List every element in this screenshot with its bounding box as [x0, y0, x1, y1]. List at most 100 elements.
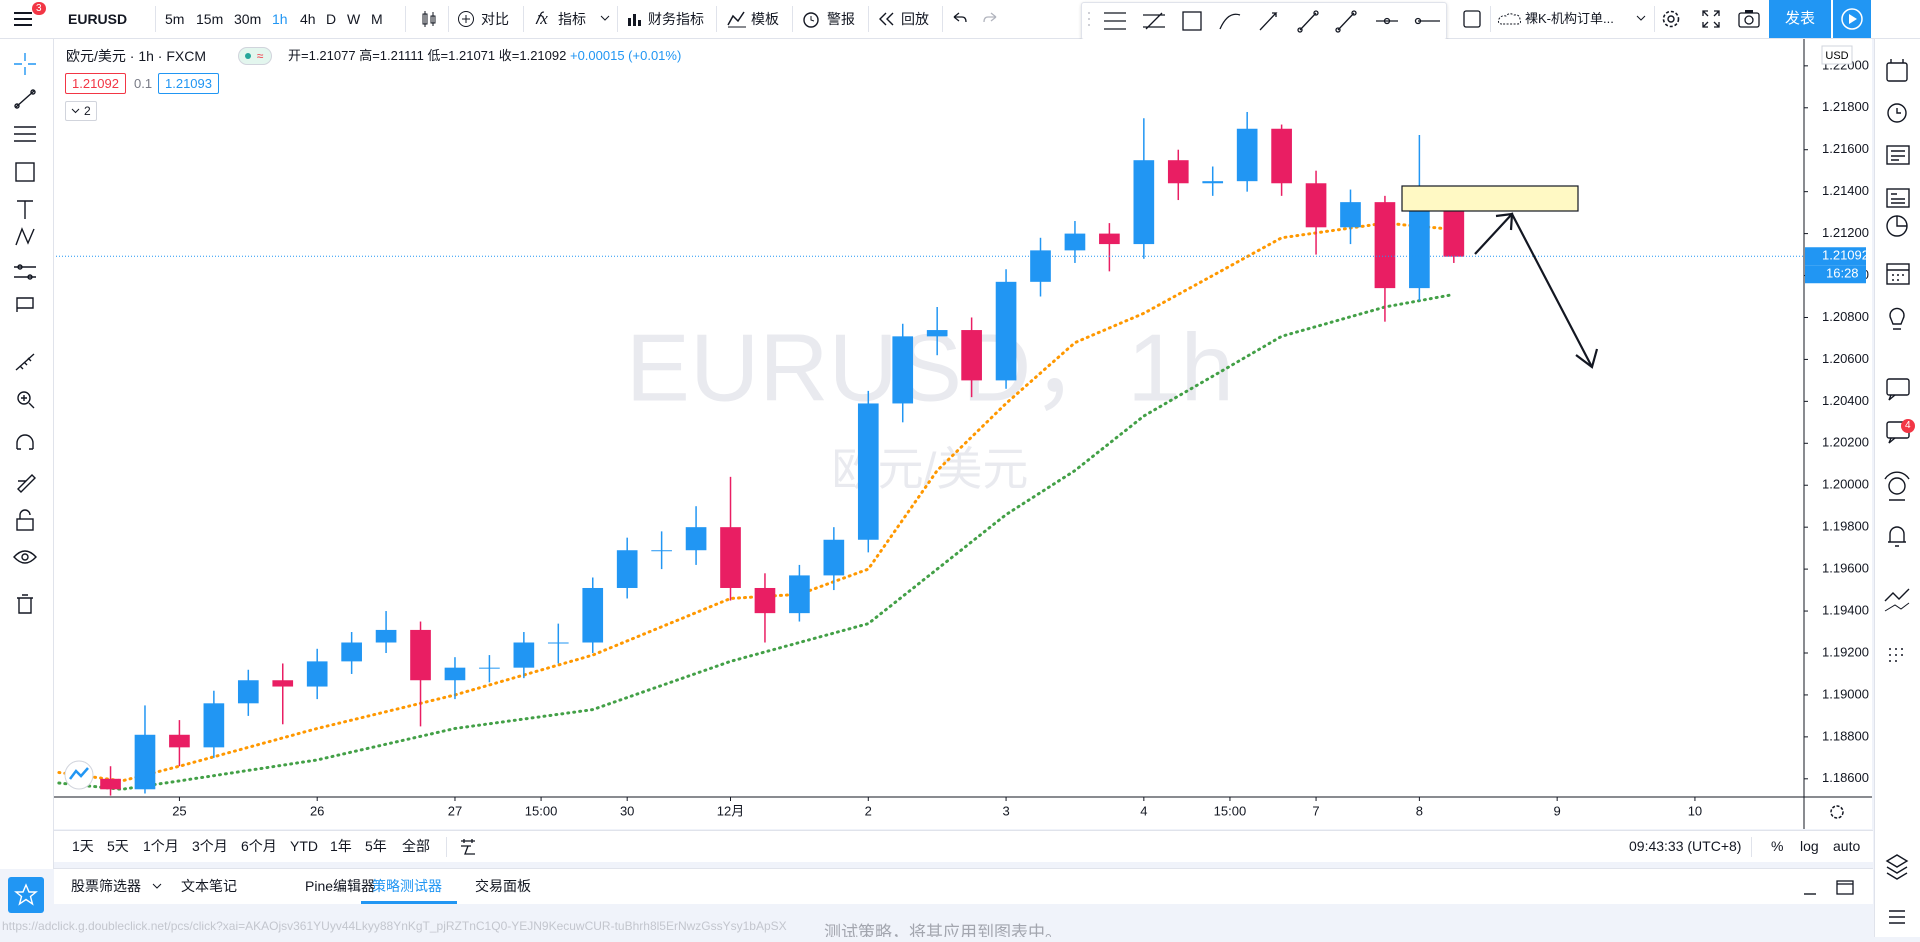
- range[interactable]: 6个月: [241, 838, 277, 854]
- range[interactable]: 全部: [402, 838, 430, 854]
- publish-button[interactable]: 发表: [1769, 0, 1831, 38]
- tab-underline: [361, 901, 457, 904]
- candle-body: [961, 330, 982, 381]
- left-tools[interactable]: [0, 39, 53, 869]
- alert-button[interactable]: 警报: [827, 11, 855, 27]
- candle-body: [100, 778, 121, 790]
- candle-body: [857, 403, 879, 540]
- interval[interactable]: 5m: [165, 11, 185, 27]
- ohlc-line: 开=1.21077 高=1.21111 低=1.21071 收=1.21092 …: [288, 47, 681, 65]
- log-toggle[interactable]: log: [1800, 838, 1819, 854]
- x-tick-label: 15:00: [525, 803, 558, 818]
- interval[interactable]: D: [326, 11, 337, 27]
- indicators-button[interactable]: 指标: [558, 11, 586, 27]
- separator: [446, 837, 447, 857]
- market-status[interactable]: ≈: [238, 47, 272, 65]
- separator: [617, 6, 618, 32]
- candle-body: [1064, 233, 1086, 251]
- interval[interactable]: 4h: [300, 11, 316, 27]
- collapse-indicators[interactable]: 2: [65, 101, 97, 121]
- status-dot: ≈: [245, 49, 264, 63]
- candle-body: [995, 281, 1017, 381]
- tab[interactable]: 文本笔记: [181, 878, 237, 894]
- separator: [716, 6, 717, 32]
- right-tools[interactable]: [1875, 39, 1920, 937]
- drawing-arrowhead[interactable]: [1495, 212, 1599, 369]
- panel-controls[interactable]: [1801, 879, 1861, 897]
- range[interactable]: 1年: [330, 838, 352, 854]
- left-toolbar: [0, 39, 54, 869]
- symbol[interactable]: EURUSD: [68, 11, 128, 27]
- fullscreen-icon[interactable]: [1701, 9, 1721, 29]
- financials-button[interactable]: 财务指标: [648, 11, 704, 27]
- compare-icon[interactable]: [457, 10, 475, 28]
- settings-icon[interactable]: [1661, 9, 1681, 29]
- range[interactable]: 1个月: [143, 838, 179, 854]
- financials-icon[interactable]: [626, 10, 644, 28]
- interval[interactable]: 30m: [234, 11, 262, 27]
- range[interactable]: YTD: [290, 838, 318, 854]
- snapshot-icon[interactable]: [1738, 9, 1760, 29]
- candle-body: [272, 680, 294, 687]
- separator: [155, 6, 156, 32]
- alert-icon[interactable]: [801, 9, 821, 29]
- interval[interactable]: 15m: [196, 11, 224, 27]
- candle-body: [169, 734, 190, 748]
- play-button[interactable]: [1833, 0, 1871, 38]
- candle-body: [616, 550, 638, 588]
- tab[interactable]: 交易面板: [475, 878, 531, 894]
- candle-body: [1202, 181, 1224, 184]
- y-tick-label: 1.21600: [1822, 141, 1869, 156]
- x-tick-label: 10: [1688, 803, 1702, 818]
- range[interactable]: 5天: [107, 838, 129, 854]
- cloud-icon[interactable]: [1497, 12, 1523, 26]
- compare-button[interactable]: 对比: [481, 11, 509, 27]
- tab-active[interactable]: 策略测试器: [372, 878, 442, 894]
- x-tick-label: 9: [1554, 803, 1561, 818]
- candle-body: [306, 661, 328, 687]
- interval[interactable]: W: [347, 11, 361, 27]
- rect-icon[interactable]: [1463, 10, 1481, 28]
- fx-icon[interactable]: 𝑓x: [535, 9, 548, 28]
- interval-active[interactable]: 1h: [272, 11, 288, 27]
- chart-style-icon[interactable]: [419, 9, 439, 29]
- menu-icon[interactable]: [14, 10, 36, 28]
- status-url: https://adclick.g.doubleclick.net/pcs/cl…: [2, 919, 787, 933]
- chevron[interactable]: [600, 15, 610, 23]
- separator: [792, 6, 793, 32]
- chevron: [71, 108, 80, 114]
- candle-body: [1236, 128, 1258, 182]
- y-tick-label: 1.21200: [1822, 225, 1869, 240]
- percent-toggle[interactable]: %: [1771, 838, 1784, 854]
- tab[interactable]: 股票筛选器: [71, 878, 141, 894]
- chevron[interactable]: [1636, 15, 1646, 23]
- ask-box[interactable]: 1.21093: [158, 73, 219, 94]
- bid-box[interactable]: 1.21092: [65, 73, 126, 94]
- auto-toggle[interactable]: auto: [1833, 838, 1861, 854]
- range[interactable]: 1天: [72, 838, 94, 854]
- candle-body: [1271, 128, 1292, 184]
- star-icon: [14, 883, 38, 906]
- candle-body: [1374, 202, 1396, 289]
- tab[interactable]: Pine编辑器: [305, 878, 376, 894]
- chevron[interactable]: [152, 883, 162, 891]
- candle-body: [1099, 233, 1120, 245]
- drawing-tools[interactable]: [1082, 3, 1446, 39]
- undo-redo[interactable]: [951, 12, 1001, 26]
- watchlist-star[interactable]: [8, 877, 44, 913]
- range[interactable]: 5年: [365, 838, 387, 854]
- range[interactable]: 3个月: [192, 838, 228, 854]
- goto-date-icon[interactable]: [459, 838, 479, 856]
- x-tick-label: 26: [310, 803, 324, 818]
- ohlc-close: 收=1.21092: [498, 48, 567, 63]
- template-icon[interactable]: [727, 10, 747, 28]
- moving-average: [57, 292, 1456, 791]
- templates-button[interactable]: 模板: [751, 11, 779, 27]
- status-message: 测试策略，将其应用到图表中。: [824, 918, 1062, 937]
- replay-icon[interactable]: [878, 12, 896, 26]
- replay-button[interactable]: 回放: [901, 11, 929, 27]
- axis-settings[interactable]: [1830, 805, 1844, 819]
- drawing-rectangle[interactable]: [1401, 185, 1579, 212]
- interval[interactable]: M: [371, 11, 383, 27]
- layout-name[interactable]: 裸K-机构订单...: [1525, 11, 1614, 26]
